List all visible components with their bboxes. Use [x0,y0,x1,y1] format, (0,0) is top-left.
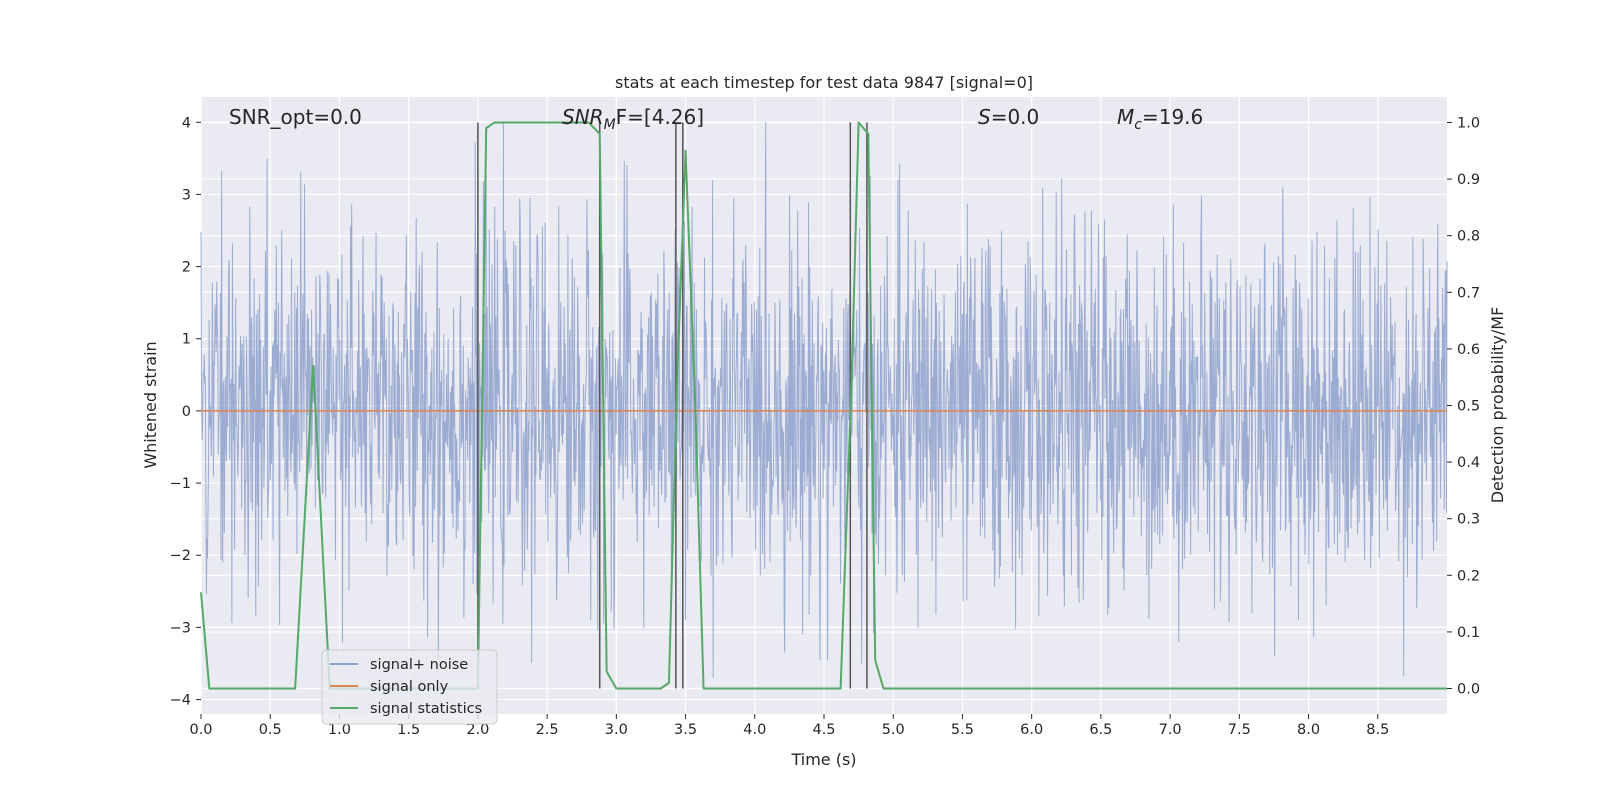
y-tick-label: 4 [182,115,191,131]
y2-tick-label: 1.0 [1457,115,1480,131]
y2-axis-label: Detection probability/MF [1488,307,1507,504]
legend-box [321,649,498,725]
y2-tick-label: 0.4 [1457,455,1480,471]
annotation-mc: Mc=19.6 [1117,105,1203,133]
y-axis-label: Whitened strain [141,341,160,468]
x-tick-label: 6.5 [1089,722,1112,738]
x-tick-label: 4.5 [812,722,835,738]
y-tick-label: 0 [182,404,191,420]
annotation-snr-mf: SNRMF=[4.26] [562,105,704,133]
x-tick-label: 3.5 [674,722,697,738]
x-tick-label: 0.0 [189,722,212,738]
x-axis-ticks: 0.0 0.5 1.0 1.5 2.0 2.5 3.0 3.5 4.0 4.5 5.0 5.5 6.0 6… [189,714,1389,738]
x-tick-label: 2.0 [466,722,489,738]
y-tick-label: 1 [182,332,191,348]
y-tick-label: −2 [170,548,191,564]
x-tick-label: 4.0 [743,722,766,738]
y-tick-label: −4 [170,693,191,709]
y-tick-label: 3 [182,187,191,203]
annotation-s-main: S [978,105,991,129]
x-tick-label: 1.0 [328,722,351,738]
x-tick-label: 5.5 [951,722,974,738]
y2-tick-label: 0.6 [1457,342,1480,358]
x-tick-label: 7.0 [1159,722,1182,738]
x-tick-label: 2.5 [536,722,559,738]
x-tick-label: 0.5 [259,722,282,738]
x-tick-label: 8.5 [1366,722,1389,738]
x-tick-label: 1.5 [397,722,420,738]
annotation-snr-opt: SNR_opt=0.0 [229,105,362,129]
annotation-snr-mf-rest: F=[4.26] [616,105,704,129]
y2-axis-ticks: 1.0 0.9 0.8 0.7 0.6 0.5 0.4 0.3 0.2 0.1 0.0 [1447,115,1480,698]
legend-label-signal-statistics: signal statistics [370,701,482,717]
annotation-snr-mf-main: SNR [562,105,604,129]
y-axis-ticks: 4 3 2 1 0 −1 −2 −3 −4 [170,115,201,709]
x-tick-label: 5.0 [882,722,905,738]
x-tick-label: 7.5 [1228,722,1251,738]
legend: signal+ noise signal only signal statist… [321,649,498,725]
chart-title: stats at each timestep for test data 984… [615,73,1033,92]
annotation-s: S=0.0 [978,105,1039,129]
annotation-s-rest: =0.0 [991,105,1040,129]
y2-tick-label: 0.7 [1457,285,1480,301]
x-axis-label: Time (s) [790,750,856,769]
y-tick-label: −1 [170,476,191,492]
y2-tick-label: 0.2 [1457,568,1480,584]
annotation-mc-main: M [1117,105,1134,129]
annotation-mc-sub: c [1134,117,1142,133]
y2-tick-label: 0.5 [1457,399,1480,415]
y-tick-label: −3 [170,620,191,636]
y2-tick-label: 0.3 [1457,512,1480,528]
y2-tick-label: 0.1 [1457,625,1480,641]
x-tick-label: 6.0 [1020,722,1043,738]
annotations: SNR_opt=0.0 SNRMF=[4.26] S=0.0 Mc=19.6 [229,105,1203,133]
legend-label-signal-only: signal only [370,679,449,695]
y2-tick-label: 0.9 [1457,172,1480,188]
x-tick-label: 8.0 [1297,722,1320,738]
legend-label-signal-noise: signal+ noise [370,657,468,673]
y2-tick-label: 0.0 [1457,682,1480,698]
y2-tick-label: 0.8 [1457,229,1480,245]
y-tick-label: 2 [182,260,191,276]
series-signal-noise [200,122,1448,678]
noise-line [200,122,1448,678]
x-tick-label: 3.0 [605,722,628,738]
annotation-mc-rest: =19.6 [1142,105,1203,129]
annotation-snr-mf-sub: M [604,117,616,133]
